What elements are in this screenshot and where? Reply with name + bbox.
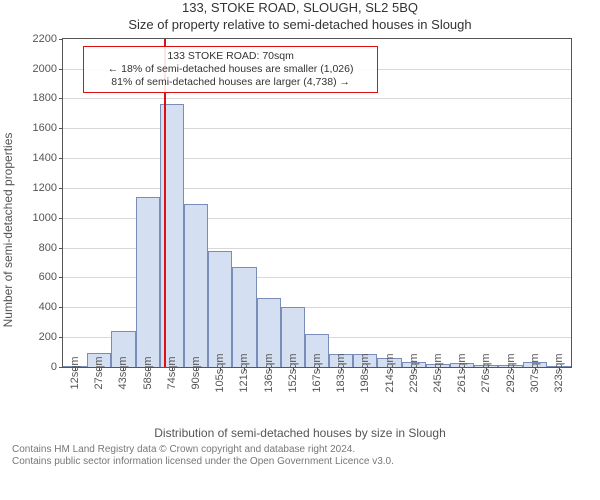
xtick-label: 136sqm <box>263 353 275 392</box>
histogram-bar <box>136 197 160 367</box>
xtick-label: 90sqm <box>190 356 202 389</box>
ytick-label: 400 <box>39 301 57 313</box>
xtick-label: 152sqm <box>287 353 299 392</box>
xtick-label: 43sqm <box>117 356 129 389</box>
xtick-label: 229sqm <box>408 353 420 392</box>
plot-area: 0200400600800100012001400160018002000220… <box>62 38 572 368</box>
ytick-mark <box>59 128 63 129</box>
ytick-label: 1200 <box>33 182 57 194</box>
ytick-label: 1600 <box>33 122 57 134</box>
xtick-label: 58sqm <box>142 356 154 389</box>
xtick-label: 12sqm <box>69 356 81 389</box>
xtick-label: 183sqm <box>335 353 347 392</box>
footer: Contains HM Land Registry data © Crown c… <box>0 444 600 468</box>
ytick-label: 0 <box>51 361 57 373</box>
histogram-bar <box>184 204 208 367</box>
y-axis-label: Number of semi-detached properties <box>1 132 15 327</box>
xtick-label: 261sqm <box>456 353 468 392</box>
xtick-label: 214sqm <box>384 353 396 392</box>
ytick-mark <box>59 248 63 249</box>
ytick-label: 2200 <box>33 33 57 45</box>
ytick-mark <box>59 98 63 99</box>
ytick-label: 1400 <box>33 152 57 164</box>
address-line: 133, STOKE ROAD, SLOUGH, SL2 5BQ <box>0 0 600 17</box>
xtick-label: 276sqm <box>480 353 492 392</box>
subtitle-line: Size of property relative to semi-detach… <box>0 17 600 34</box>
annotation-line-2: ← 18% of semi-detached houses are smalle… <box>90 63 371 76</box>
xtick-label: 27sqm <box>93 356 105 389</box>
ytick-mark <box>59 69 63 70</box>
annotation-line-1: 133 STOKE ROAD: 70sqm <box>90 50 371 63</box>
ytick-label: 1800 <box>33 92 57 104</box>
xtick-label: 245sqm <box>432 353 444 392</box>
ytick-mark <box>59 277 63 278</box>
ytick-label: 800 <box>39 242 57 254</box>
x-axis-label: Distribution of semi-detached houses by … <box>0 426 600 440</box>
footer-line-1: Contains HM Land Registry data © Crown c… <box>12 444 592 456</box>
ytick-label: 600 <box>39 271 57 283</box>
gridline <box>63 158 571 159</box>
gridline <box>63 98 571 99</box>
xtick-label: 307sqm <box>529 353 541 392</box>
xtick-label: 292sqm <box>505 353 517 392</box>
ytick-mark <box>59 158 63 159</box>
page-title: 133, STOKE ROAD, SLOUGH, SL2 5BQ Size of… <box>0 0 600 34</box>
gridline <box>63 128 571 129</box>
xtick-label: 323sqm <box>553 353 565 392</box>
annotation-box: 133 STOKE ROAD: 70sqm ← 18% of semi-deta… <box>83 46 378 93</box>
chart-container: Number of semi-detached properties 02004… <box>0 34 600 426</box>
xtick-label: 167sqm <box>311 353 323 392</box>
ytick-mark <box>59 39 63 40</box>
ytick-mark <box>59 367 63 368</box>
footer-line-2: Contains public sector information licen… <box>12 456 592 468</box>
histogram-bar <box>208 251 232 367</box>
annotation-line-3: 81% of semi-detached houses are larger (… <box>90 76 371 89</box>
ytick-mark <box>59 307 63 308</box>
ytick-label: 2000 <box>33 63 57 75</box>
ytick-label: 1000 <box>33 212 57 224</box>
ytick-mark <box>59 337 63 338</box>
histogram-bar <box>232 267 256 367</box>
xtick-label: 74sqm <box>166 356 178 389</box>
xtick-label: 121sqm <box>238 353 250 392</box>
xtick-label: 198sqm <box>359 353 371 392</box>
gridline <box>63 188 571 189</box>
ytick-label: 200 <box>39 331 57 343</box>
ytick-mark <box>59 218 63 219</box>
xtick-label: 105sqm <box>214 353 226 392</box>
ytick-mark <box>59 188 63 189</box>
